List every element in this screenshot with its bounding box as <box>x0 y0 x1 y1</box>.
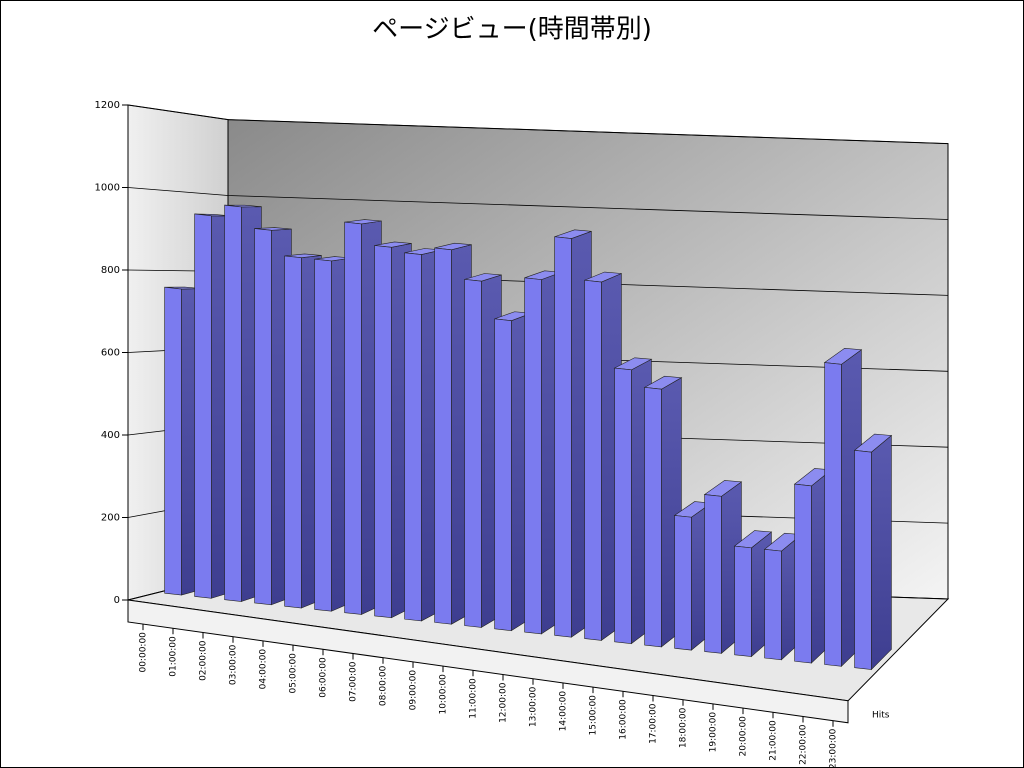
x-tick-label: 18:00:00 <box>679 707 689 748</box>
floor-edge <box>127 599 849 724</box>
bar-front <box>794 483 812 664</box>
bar-front <box>854 449 872 670</box>
bar-front <box>554 236 572 638</box>
x-tick-label: 15:00:00 <box>589 695 599 736</box>
bar-front <box>644 387 662 648</box>
x-tick-label: 14:00:00 <box>559 691 569 732</box>
x-tick-label: 12:00:00 <box>499 682 509 723</box>
x-tick-label: 04:00:00 <box>259 649 269 690</box>
y-tick-label: 0 <box>114 595 120 606</box>
plot-area: 0 200 400 600 800 1000 1200 00:00:00 01:00:00 02:… <box>95 100 950 768</box>
bar-front <box>494 318 512 632</box>
x-tick-label: 22:00:00 <box>799 724 809 765</box>
x-tick-label: 23:00:00 <box>829 728 839 768</box>
x-tick-label: 10:00:00 <box>439 674 449 715</box>
x-tick-label: 21:00:00 <box>769 720 779 761</box>
legend-label: Hits <box>872 710 890 720</box>
x-tick-label: 02:00:00 <box>199 640 209 681</box>
bar-front <box>164 286 182 596</box>
x-tick-label: 20:00:00 <box>739 716 749 757</box>
bar-front <box>344 221 362 615</box>
bar-front <box>404 252 422 622</box>
y-tick-label: 400 <box>101 430 120 441</box>
x-tick-label: 05:00:00 <box>289 653 299 694</box>
x-tick-label: 11:00:00 <box>469 678 479 719</box>
x-tick-label: 00:00:00 <box>139 632 149 673</box>
bar-front <box>314 258 332 612</box>
bar-side <box>871 434 892 671</box>
grid-line <box>127 104 949 144</box>
grid-line <box>127 187 949 220</box>
bar-front <box>524 277 542 635</box>
bar-front <box>674 515 692 651</box>
x-tick-label: 19:00:00 <box>709 712 719 753</box>
x-tick-label: 13:00:00 <box>529 686 539 727</box>
bar-front <box>464 279 482 628</box>
y-tick-label: 600 <box>101 348 120 359</box>
y-tick-label: 800 <box>101 265 120 276</box>
bar-front <box>824 362 842 667</box>
x-tick-label: 17:00:00 <box>649 703 659 744</box>
x-tick-label: 07:00:00 <box>349 661 359 702</box>
bar-front <box>434 247 452 625</box>
x-tick-label: 09:00:00 <box>409 670 419 711</box>
bar-front <box>194 213 212 599</box>
bar-front <box>764 548 782 661</box>
bar-front <box>584 279 602 641</box>
y-tick-label: 200 <box>101 513 120 524</box>
x-tick-label: 06:00:00 <box>319 657 329 698</box>
bar-front <box>284 255 302 609</box>
x-tick-label: 08:00:00 <box>379 665 389 706</box>
x-tick-label: 16:00:00 <box>619 699 629 740</box>
y-tick-label: 1000 <box>95 183 120 194</box>
bar-front <box>224 204 242 602</box>
bar-front <box>614 367 632 644</box>
x-tick-label: 01:00:00 <box>169 636 179 677</box>
bar-front <box>374 245 392 619</box>
y-tick-label: 1200 <box>95 100 120 111</box>
chart-title: ページビュー(時間帯別) <box>372 15 652 45</box>
x-tick-label: 03:00:00 <box>229 644 239 685</box>
bar-front <box>734 545 752 657</box>
bar-front <box>254 228 272 606</box>
bar-front <box>704 494 722 654</box>
